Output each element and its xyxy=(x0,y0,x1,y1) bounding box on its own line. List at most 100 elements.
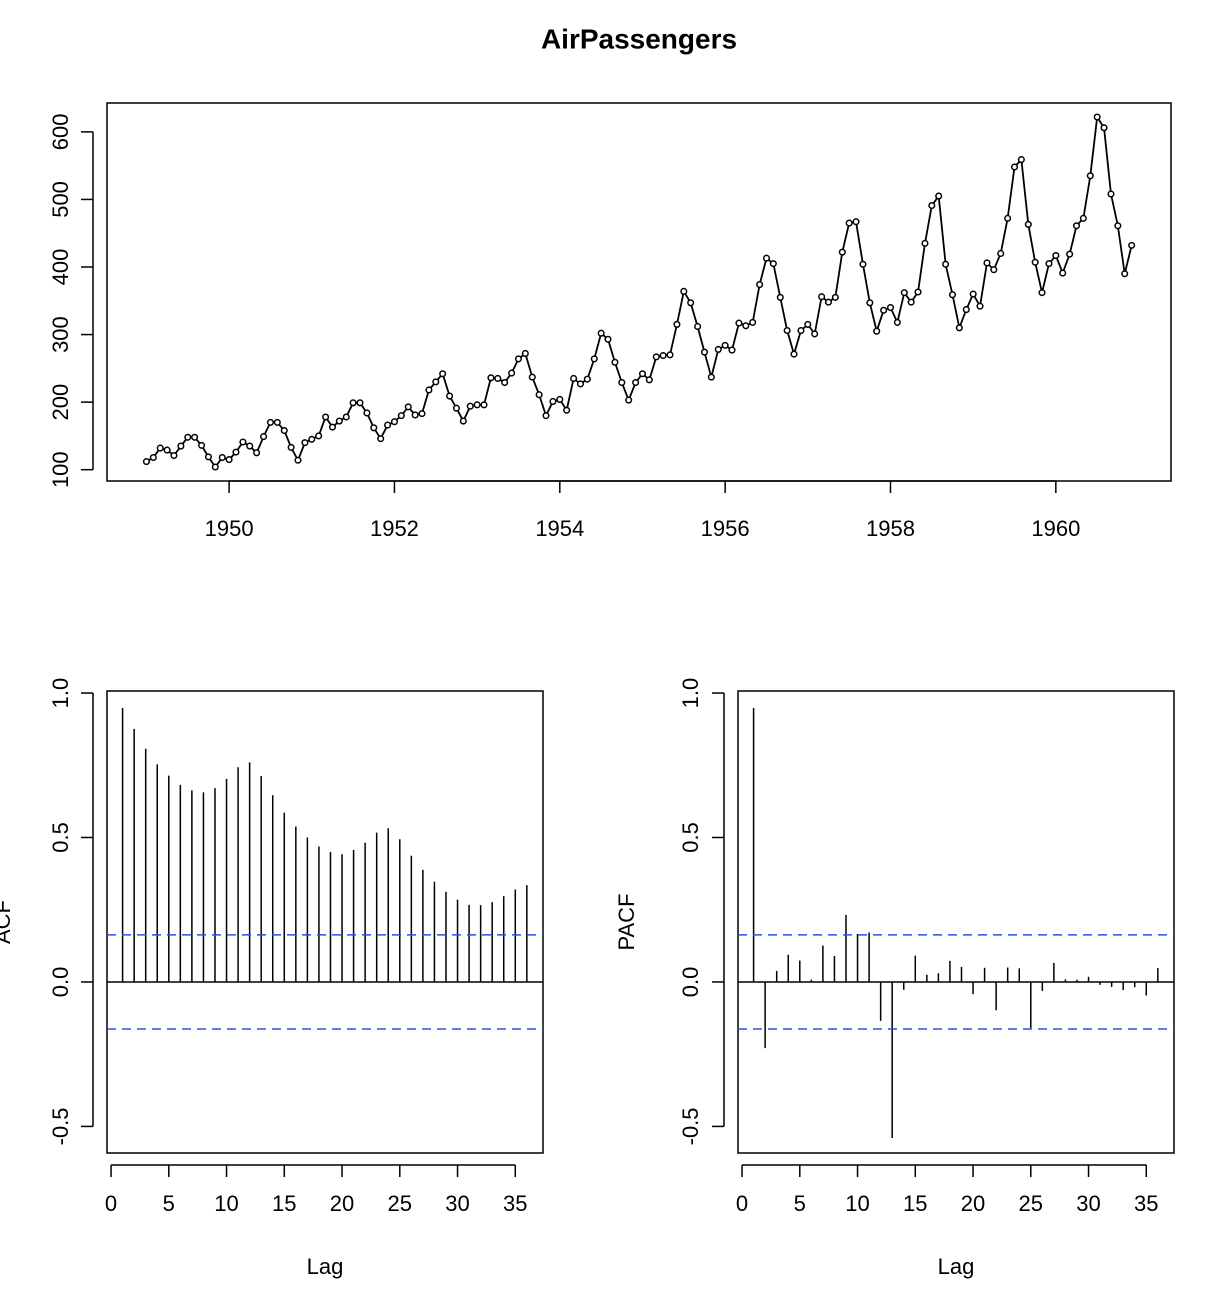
point xyxy=(1072,222,1081,230)
point xyxy=(549,397,557,406)
point xyxy=(1010,163,1019,171)
point xyxy=(776,293,784,301)
point xyxy=(824,298,833,306)
point xyxy=(308,435,316,443)
point xyxy=(873,327,881,335)
point xyxy=(198,441,206,449)
point xyxy=(363,409,371,417)
x-tick-label: 10 xyxy=(214,1191,238,1216)
x-axis-title: Lag xyxy=(307,1254,344,1279)
plot-frame xyxy=(106,690,544,1154)
point xyxy=(232,448,240,456)
x-tick-label: 30 xyxy=(445,1191,469,1216)
y-tick-label: 1.0 xyxy=(48,678,73,709)
point xyxy=(494,374,502,383)
point xyxy=(1114,222,1122,230)
point xyxy=(680,287,688,295)
point xyxy=(1107,190,1115,198)
point xyxy=(921,239,929,247)
point xyxy=(714,345,722,353)
point xyxy=(645,376,653,384)
point xyxy=(928,201,936,210)
point xyxy=(955,324,963,332)
series-line xyxy=(145,114,1133,469)
x-tick-label: 30 xyxy=(1076,1191,1100,1216)
plot-frame xyxy=(106,102,1172,482)
point xyxy=(1121,270,1129,278)
point xyxy=(266,418,274,426)
x-tick-label: 1950 xyxy=(205,516,254,541)
point xyxy=(184,433,192,441)
point xyxy=(948,291,957,299)
point xyxy=(942,260,950,268)
point xyxy=(625,396,633,404)
y-axis-title: ACF xyxy=(0,900,15,944)
point xyxy=(583,375,591,383)
point xyxy=(301,439,309,447)
point xyxy=(666,351,674,359)
point xyxy=(756,281,764,289)
point xyxy=(859,260,867,268)
point xyxy=(260,433,268,441)
x-tick-label: 1956 xyxy=(701,516,750,541)
point xyxy=(804,320,812,328)
point xyxy=(914,288,922,296)
point xyxy=(253,449,261,457)
x-tick-label: 1960 xyxy=(1031,516,1080,541)
point xyxy=(397,412,405,420)
point xyxy=(652,353,660,361)
point xyxy=(576,380,585,388)
point xyxy=(411,411,419,419)
point xyxy=(1059,269,1067,277)
point xyxy=(156,444,164,452)
point xyxy=(521,349,529,358)
point xyxy=(1128,241,1136,249)
point xyxy=(342,413,350,421)
point xyxy=(377,435,385,443)
point xyxy=(370,424,378,432)
point xyxy=(983,259,991,267)
point xyxy=(694,322,702,331)
point xyxy=(742,322,750,330)
point xyxy=(597,329,605,337)
y-tick-label: -0.5 xyxy=(48,1107,73,1145)
point xyxy=(1086,172,1094,180)
x-tick-label: 20 xyxy=(330,1191,354,1216)
y-tick-label: 600 xyxy=(48,114,73,151)
x-tick-label: 1954 xyxy=(535,516,584,541)
point xyxy=(721,341,729,349)
point xyxy=(893,318,901,326)
point xyxy=(749,318,757,326)
point xyxy=(514,355,523,363)
point xyxy=(556,395,564,403)
x-axis-title: Lag xyxy=(938,1254,975,1279)
x-tick-label: 35 xyxy=(1134,1191,1158,1216)
point xyxy=(142,458,150,466)
point xyxy=(204,453,212,461)
point xyxy=(673,320,681,328)
chart-title: AirPassengers xyxy=(541,23,737,54)
x-tick-label: 0 xyxy=(105,1191,117,1216)
point xyxy=(315,432,323,440)
point xyxy=(384,421,392,429)
point xyxy=(1052,251,1060,260)
point xyxy=(976,302,984,310)
y-tick-label: 0.0 xyxy=(48,967,73,998)
point xyxy=(935,192,943,200)
x-tick-label: 10 xyxy=(845,1191,869,1216)
point xyxy=(480,401,488,409)
point xyxy=(239,438,247,446)
point xyxy=(783,326,791,335)
point xyxy=(900,289,908,297)
x-tick-label: 5 xyxy=(794,1191,806,1216)
y-tick-label: 100 xyxy=(48,451,73,488)
point xyxy=(328,423,336,431)
point xyxy=(149,453,157,462)
point xyxy=(632,378,640,387)
point xyxy=(280,426,288,435)
point xyxy=(811,330,819,338)
point xyxy=(687,299,695,307)
point xyxy=(1017,156,1025,164)
point xyxy=(1079,214,1087,222)
